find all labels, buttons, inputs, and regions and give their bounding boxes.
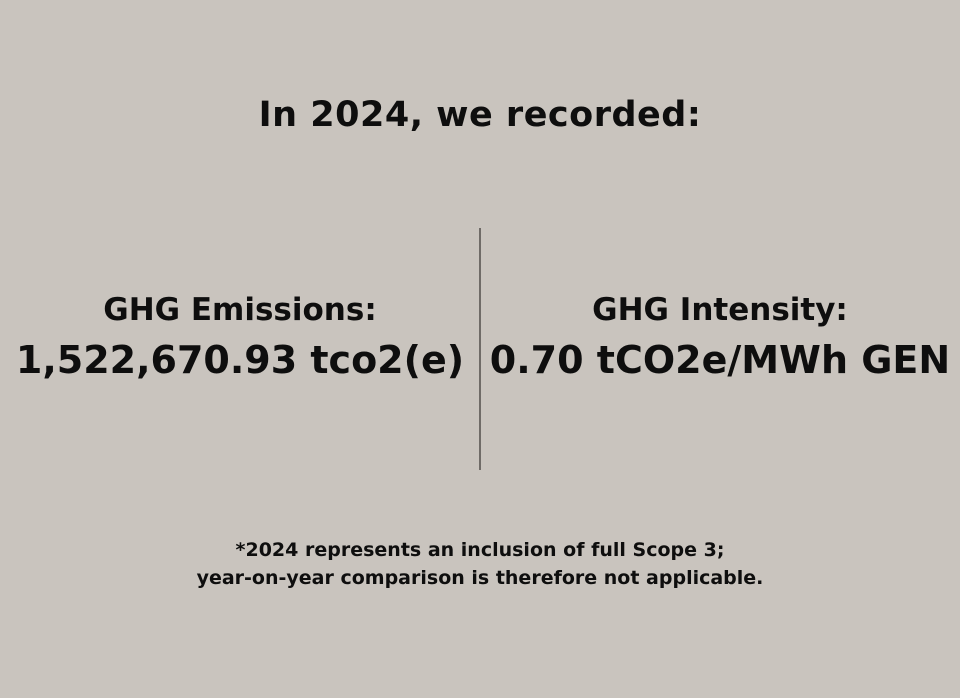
footnote-line-2: year-on-year comparison is therefore not… xyxy=(196,567,764,589)
footnote: *2024 represents an inclusion of full Sc… xyxy=(0,536,960,592)
metric-label: GHG Emissions: xyxy=(103,292,377,328)
footnote-line-1: *2024 represents an inclusion of full Sc… xyxy=(235,539,725,561)
divider xyxy=(479,228,481,470)
metric-label: GHG Intensity: xyxy=(592,292,848,328)
metric-value: 1,522,670.93 tco2(e) xyxy=(15,338,465,382)
metric-ghg-intensity: GHG Intensity: 0.70 tCO2e/MWh GEN xyxy=(480,288,960,388)
metric-value: 0.70 tCO2e/MWh GEN xyxy=(489,338,951,382)
metric-ghg-emissions: GHG Emissions: 1,522,670.93 tco2(e) xyxy=(0,288,480,388)
headline: In 2024, we recorded: xyxy=(258,95,702,135)
